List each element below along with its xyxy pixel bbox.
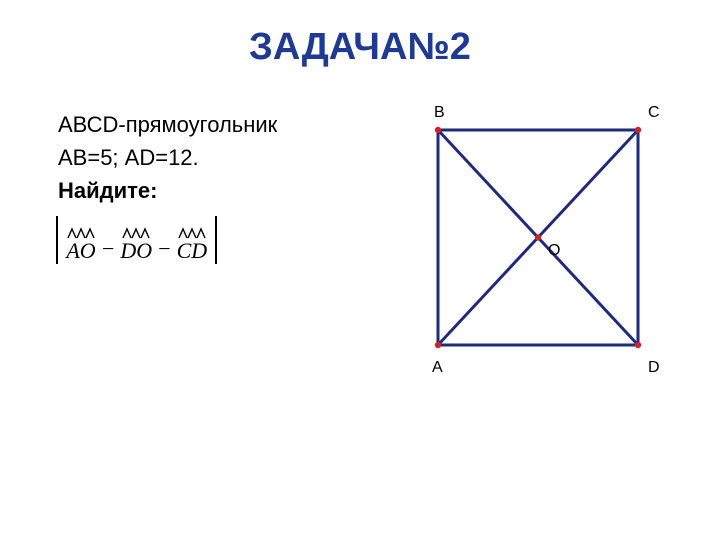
vertex-label-A: A	[432, 359, 443, 377]
formula-sym-2: DO	[120, 240, 152, 262]
body-line-3: Найдите:	[58, 176, 277, 207]
formula-term-2: DO	[120, 226, 152, 262]
formula-sym-1: AO	[66, 240, 95, 262]
body-text: АВСD-прямоугольник АВ=5; АD=12. Найдите:	[58, 110, 277, 208]
formula-op-2: −	[154, 238, 174, 262]
vertex-label-O: O	[548, 242, 560, 260]
rectangle-diagram: B C A D O	[408, 100, 668, 400]
vertex-label-B: B	[434, 104, 445, 122]
vertex-label-D: D	[648, 359, 660, 377]
vertex-label-C: C	[648, 104, 660, 122]
slide-title: ЗАДАЧА№2	[0, 26, 720, 69]
formula-term-1: AO	[66, 226, 96, 262]
formula-expression: AO − DO − CD	[56, 216, 217, 264]
title-text: ЗАДАЧА№2	[249, 26, 471, 68]
formula-op-1: −	[98, 238, 118, 262]
body-line-1: АВСD-прямоугольник	[58, 110, 277, 141]
formula-term-3: CD	[177, 226, 208, 262]
formula-sym-3: CD	[177, 240, 208, 262]
body-line-2: АВ=5; АD=12.	[58, 143, 277, 174]
